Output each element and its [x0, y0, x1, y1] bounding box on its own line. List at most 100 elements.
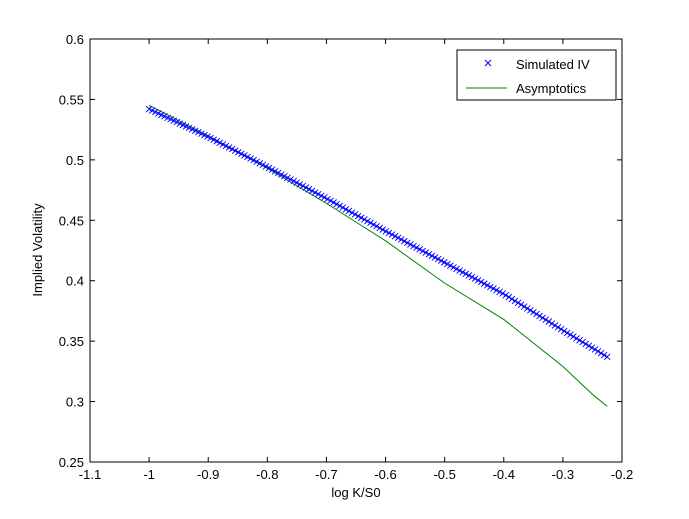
- y-tick-label: 0.3: [66, 395, 84, 410]
- y-tick-label: 0.55: [59, 92, 84, 107]
- scatter-point: [428, 252, 436, 260]
- scatter-point: [514, 299, 522, 307]
- scatter-point: [437, 257, 445, 265]
- scatter-point: [548, 320, 556, 327]
- scatter-point: [502, 291, 510, 299]
- scatter-point: [228, 145, 236, 153]
- scatter-point: [533, 310, 540, 318]
- scatter-point: [477, 278, 485, 286]
- scatter-point: [382, 228, 390, 235]
- scatter-point: [234, 148, 242, 156]
- scatter-point: [404, 239, 411, 247]
- scatter-point: [357, 214, 365, 222]
- scatter-point: [474, 277, 482, 284]
- scatter-point: [400, 237, 408, 245]
- scatter-point: [570, 333, 577, 340]
- scatter-point: [468, 273, 476, 281]
- scatter-point: [262, 163, 270, 170]
- scatter-point: [351, 211, 359, 218]
- x-axis: -1.1 -1 -0.9 -0.8 -0.7 -0.6 -0.5 -0.4 -0.3 -0.2: [79, 39, 633, 482]
- plot-area: [89, 38, 623, 463]
- x-axis-label: log K/S0: [331, 485, 380, 500]
- scatter-point: [487, 283, 494, 291]
- scatter-point: [277, 171, 285, 178]
- scatter-point: [407, 241, 414, 248]
- scatter-point: [600, 351, 608, 359]
- scatter-point: [573, 335, 580, 342]
- scatter-point: [219, 141, 227, 148]
- scatter-point: [216, 139, 224, 147]
- scatter-point: [440, 259, 448, 266]
- scatter-point: [471, 275, 479, 283]
- scatter-point: [447, 262, 454, 269]
- scatter-point: [597, 349, 605, 357]
- scatter-point: [231, 147, 239, 155]
- scatter-point: [557, 325, 565, 333]
- scatter-point: [462, 270, 470, 278]
- scatter-point: [394, 234, 402, 242]
- scatter-point: [527, 306, 534, 314]
- scatter-point: [511, 297, 519, 305]
- x-tick-label: -0.6: [374, 467, 396, 482]
- series-simulated-iv: [145, 105, 611, 361]
- scatter-point: [265, 164, 273, 172]
- x-tick-label: -1.1: [79, 467, 101, 482]
- scatter-point: [222, 142, 230, 150]
- scatter-point: [585, 342, 593, 350]
- scatter-point: [416, 245, 423, 253]
- y-tick-label: 0.4: [66, 274, 84, 289]
- scatter-point: [348, 209, 356, 216]
- scatter-point: [483, 281, 491, 289]
- scatter-point: [379, 226, 387, 233]
- scatter-point: [364, 217, 371, 225]
- scatter-point: [456, 267, 463, 274]
- scatter-point: [345, 207, 353, 215]
- scatter-point: [302, 184, 310, 191]
- scatter-point: [330, 199, 337, 206]
- scatter-point: [545, 318, 553, 325]
- scatter-point: [339, 204, 347, 211]
- scatter-point: [268, 166, 276, 173]
- scatter-point: [308, 187, 316, 195]
- scatter-point: [563, 329, 571, 337]
- y-tick-label: 0.45: [59, 213, 84, 228]
- scatter-point: [241, 152, 248, 159]
- scatter-point: [505, 293, 513, 301]
- scatter-point: [567, 331, 574, 339]
- x-tick-label: -0.7: [315, 467, 337, 482]
- scatter-point: [296, 181, 304, 188]
- scatter-point: [293, 179, 301, 187]
- x-tick-label: -1: [143, 467, 155, 482]
- scatter-point: [579, 338, 586, 346]
- legend: Simulated IV Asymptotics: [456, 49, 617, 101]
- scatter-point: [539, 314, 546, 322]
- scatter-point: [431, 254, 439, 261]
- x-tick-label: -0.9: [197, 467, 219, 482]
- scatter-point: [490, 285, 497, 292]
- scatter-point: [588, 344, 596, 351]
- y-tick-label: 0.6: [66, 32, 84, 47]
- scatter-point: [376, 224, 384, 232]
- scatter-point: [450, 263, 457, 271]
- scatter-point: [496, 288, 503, 296]
- series-layer: [145, 105, 611, 407]
- scatter-point: [247, 155, 254, 162]
- scatter-point: [576, 336, 583, 344]
- scatter-point: [311, 189, 319, 196]
- scatter-point: [314, 190, 322, 198]
- scatter-point: [238, 150, 245, 158]
- scatter-point: [493, 286, 500, 294]
- scatter-point: [425, 250, 433, 258]
- scatter-point: [542, 316, 550, 324]
- y-axis: 0.25 0.3 0.35 0.4 0.45 0.5 0.55 0.6: [59, 32, 622, 470]
- scatter-point: [287, 176, 294, 183]
- scatter-point: [465, 272, 473, 279]
- scatter-point: [324, 195, 331, 203]
- scatter-point: [271, 167, 279, 175]
- scatter-point: [591, 346, 599, 353]
- scatter-point: [594, 348, 602, 355]
- scatter-point: [508, 295, 516, 303]
- scatter-point: [422, 249, 430, 256]
- scatter-point: [554, 323, 562, 331]
- scatter-point: [536, 312, 543, 320]
